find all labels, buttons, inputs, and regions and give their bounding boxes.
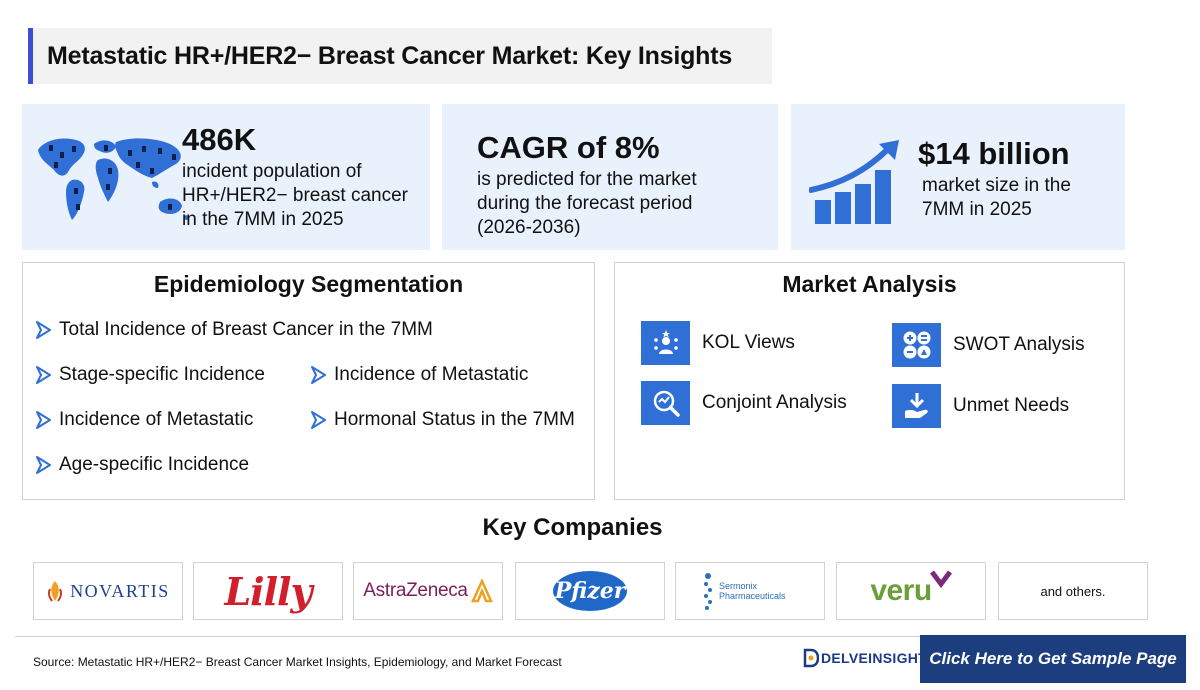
epidemiology-item: Incidence of Metastatic <box>309 364 528 386</box>
market-item-unmet-needs: Unmet Needs <box>892 384 1069 428</box>
stat-value: CAGR of 8% <box>477 130 660 165</box>
epidemiology-item-label: Age-specific Incidence <box>59 454 250 475</box>
market-item-label: SWOT Analysis <box>953 334 1085 355</box>
chevron-right-icon <box>311 366 326 384</box>
epidemiology-panel: Epidemiology Segmentation Total Incidenc… <box>22 262 595 500</box>
epidemiology-item-label: Total Incidence of Breast Cancer in the … <box>59 319 433 340</box>
stat-desc-line: 7MM in 2025 <box>922 199 1032 220</box>
epidemiology-item-label: Incidence of Metastatic <box>334 364 529 385</box>
novartis-flame-icon <box>48 581 63 602</box>
pfizer-logo: Pfizer <box>515 562 665 620</box>
sermonix-figure-icon <box>704 573 712 610</box>
stat-description: incident population of HR+/HER2− breast … <box>182 160 408 232</box>
epidemiology-item: Age-specific Incidence <box>34 454 249 476</box>
market-item-kol-views: KOL Views <box>641 321 795 365</box>
other-companies-box: and others. <box>998 562 1148 620</box>
delveinsight-wordmark: DELVEINSIGHT <box>821 650 928 666</box>
chevron-right-icon <box>36 411 51 429</box>
epidemiology-heading: Epidemiology Segmentation <box>153 271 464 297</box>
sermonix-logo: Sermonix Pharmaceuticals <box>675 562 825 620</box>
market-analysis-heading: Market Analysis <box>782 271 957 297</box>
novartis-wordmark: NOVARTIS <box>70 580 170 601</box>
source-citation: Source: Metastatic HR+/HER2− Breast Canc… <box>33 655 562 669</box>
stat-desc-line: market size in the <box>922 175 1071 196</box>
epidemiology-item-label: Incidence of Metastatic <box>59 409 254 430</box>
epidemiology-item: Stage-specific Incidence <box>34 364 265 386</box>
delveinsight-logo: DELVEINSIGHT <box>803 648 927 668</box>
stat-desc-line: HR+/HER2− breast cancer <box>182 185 408 206</box>
get-sample-page-button[interactable]: Click Here to Get Sample Page <box>920 635 1186 683</box>
stat-desc-line: during the forecast period <box>477 193 693 214</box>
title-banner: Metastatic HR+/HER2− Breast Cancer Marke… <box>28 28 772 84</box>
market-analysis-panel: Market Analysis KOL Views SWOT Analysis … <box>614 262 1125 500</box>
veru-wordmark: veru <box>870 574 932 607</box>
astrazeneca-logo: AstraZeneca <box>353 562 503 620</box>
delveinsight-mark-icon <box>803 648 819 668</box>
stat-description: is predicted for the market during the f… <box>477 168 697 240</box>
chevron-right-icon <box>36 366 51 384</box>
kol-views-icon <box>641 321 690 365</box>
epidemiology-item: Incidence of Metastatic <box>34 409 253 431</box>
veru-logo: veru <box>836 562 986 620</box>
stat-value: 486K <box>182 122 257 157</box>
key-companies-heading: Key Companies <box>482 514 663 541</box>
stat-description: market size in the 7MM in 2025 <box>922 174 1071 222</box>
epidemiology-item-label: Hormonal Status in the 7MM <box>334 409 575 430</box>
epidemiology-item-label: Stage-specific Incidence <box>59 364 265 385</box>
pfizer-oval: Pfizer <box>553 571 627 611</box>
page-title: Metastatic HR+/HER2− Breast Cancer Marke… <box>47 41 733 70</box>
lilly-wordmark: Lilly <box>224 568 312 614</box>
chevron-right-icon <box>36 456 51 474</box>
stat-card-cagr: CAGR of 8% is predicted for the market d… <box>442 104 778 250</box>
astrazeneca-symbol-icon <box>470 579 493 603</box>
stat-desc-line: is predicted for the market <box>477 169 697 190</box>
stat-card-incident-population: 486K incident population of HR+/HER2− br… <box>22 104 430 250</box>
other-companies-label: and others. <box>1040 583 1106 599</box>
market-item-label: KOL Views <box>702 332 795 353</box>
world-map-icon <box>38 138 189 220</box>
astrazeneca-wordmark: AstraZeneca <box>363 580 468 601</box>
stat-value: $14 billion <box>918 136 1070 171</box>
stat-desc-line: (2026-2036) <box>477 217 581 238</box>
unmet-needs-icon <box>892 384 941 428</box>
novartis-logo: NOVARTIS <box>33 562 183 620</box>
market-item-conjoint-analysis: Conjoint Analysis <box>641 381 847 425</box>
stat-card-market-size: $14 billion market size in the 7MM in 20… <box>791 104 1125 250</box>
pfizer-wordmark: Pfizer <box>554 578 626 604</box>
market-item-label: Unmet Needs <box>953 395 1070 416</box>
veru-chevron-icon <box>929 570 952 589</box>
epidemiology-item: Total Incidence of Breast Cancer in the … <box>34 319 433 341</box>
footer-divider <box>15 636 1185 637</box>
epidemiology-item: Hormonal Status in the 7MM <box>309 409 575 431</box>
growth-chart-icon <box>809 140 899 224</box>
stat-desc-line: incident population of <box>182 161 362 182</box>
lilly-logo: Lilly <box>193 562 343 620</box>
stat-desc-line: in the 7MM in 2025 <box>182 209 344 230</box>
chevron-right-icon <box>36 321 51 339</box>
chevron-right-icon <box>311 411 326 429</box>
conjoint-analysis-icon <box>641 381 690 425</box>
market-item-label: Conjoint Analysis <box>702 392 847 413</box>
market-item-swot: SWOT Analysis <box>892 323 1085 367</box>
swot-icon <box>892 323 941 367</box>
sermonix-wordmark: Sermonix Pharmaceuticals <box>719 581 786 601</box>
